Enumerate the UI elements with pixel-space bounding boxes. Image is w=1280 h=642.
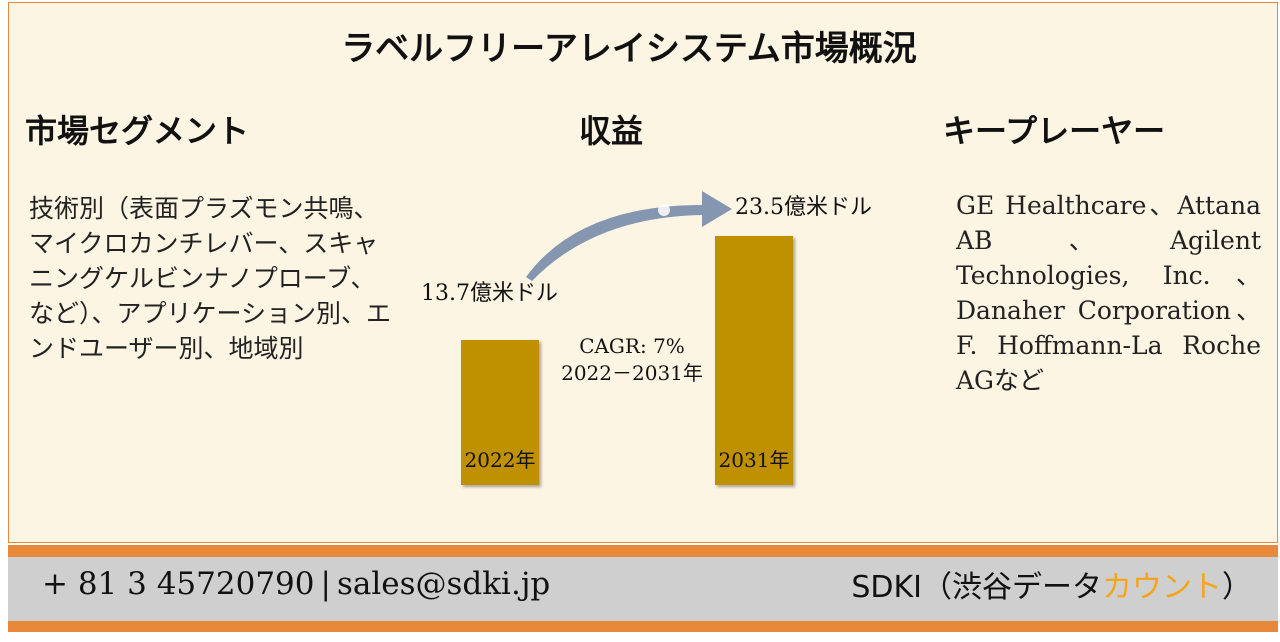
value-label-2031: 23.5億米ドル [735, 195, 872, 220]
brand-suffix: ） [1222, 570, 1252, 605]
brand-prefix: SDKI（渋谷データ [851, 570, 1102, 605]
growth-arrow-icon [526, 191, 732, 281]
footer-bar [8, 557, 1278, 621]
email-link[interactable]: sales@sdki.jp [336, 566, 551, 602]
cagr-annotation: CAGR: 7% 2022－2031年 [557, 333, 707, 387]
segments-text: 技術別（表面プラズモン共鳴、マイクロカンチレバー、スキャニングケルビンナノプロー… [29, 194, 392, 363]
contact-info: + 81 3 45720790 | sales@sdki.jp [42, 566, 550, 602]
brand-accent: カウント [1102, 570, 1222, 605]
segments-heading: 市場セグメント [25, 112, 250, 150]
overview-panel: ラベルフリーアレイシステム市場概況 市場セグメント 収益 キープレーヤー 技術別… [8, 2, 1278, 543]
phone-number[interactable]: + 81 3 45720790 [42, 566, 315, 602]
period-line: 2022－2031年 [561, 361, 703, 385]
footer-bottom-band [8, 621, 1278, 632]
cagr-line: CAGR: 7% [579, 334, 685, 358]
key-players-heading: キープレーヤー [943, 112, 1166, 150]
bar-year-label: 2022年 [464, 447, 536, 472]
revenue-heading: 収益 [579, 112, 644, 150]
footer-top-band [8, 545, 1278, 557]
page-title: ラベルフリーアレイシステム市場概況 [341, 29, 917, 69]
key-players-text: GE Healthcare、Attana AB、Agilent Technolo… [956, 191, 1261, 395]
bar-2031: 2031年 [715, 235, 793, 485]
bar-2022: 2022年 [461, 339, 539, 485]
brand-name: SDKI（渋谷データカウント） [851, 562, 1252, 606]
bar-year-label: 2031年 [718, 447, 790, 472]
contact-separator: | [320, 566, 331, 602]
value-label-2022: 13.7億米ドル [421, 281, 558, 306]
